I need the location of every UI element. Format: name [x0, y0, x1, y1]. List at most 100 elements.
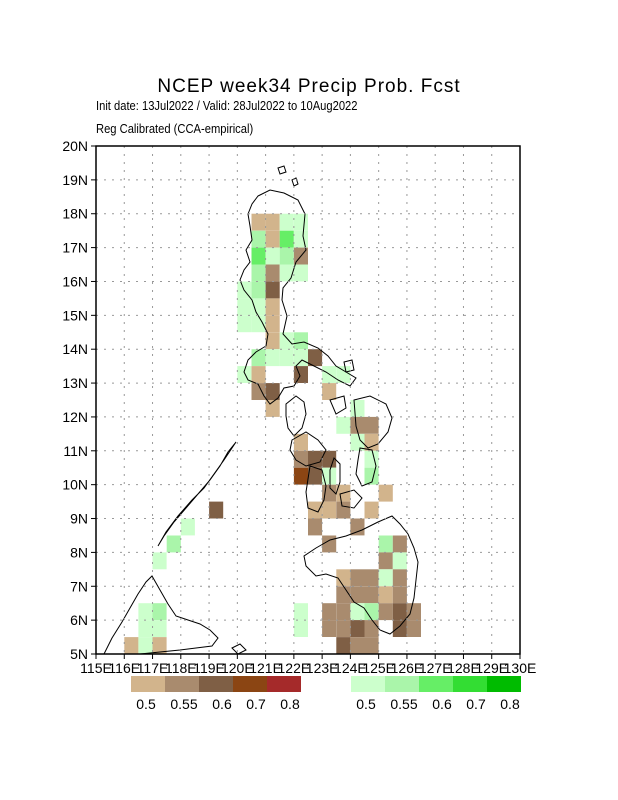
forecast-cell — [322, 467, 337, 485]
dry-legend-swatch — [233, 676, 267, 692]
forecast-cell — [293, 230, 308, 248]
longitude-labels: 115E116E117E118E119E120E121E122E123E124E… — [80, 660, 536, 676]
wet-legend-label: 0.55 — [390, 696, 417, 712]
lat-label: 19N — [62, 172, 88, 188]
lon-label: 125E — [362, 660, 395, 676]
forecast-cell — [336, 501, 351, 519]
wet-legend-swatch — [487, 676, 521, 692]
lon-label: 121E — [249, 660, 282, 676]
forecast-cell — [279, 264, 294, 282]
forecast-cell — [350, 586, 365, 604]
forecast-cell — [378, 586, 393, 604]
forecast-cell — [265, 281, 280, 299]
coastline-masbate — [329, 395, 347, 415]
forecast-cell — [138, 603, 153, 621]
forecast-cell — [392, 535, 407, 553]
plot-frame — [95, 145, 521, 655]
lon-label: 118E — [165, 660, 197, 676]
forecast-cell — [378, 552, 393, 570]
forecast-cell — [350, 416, 365, 434]
forecast-cell — [279, 247, 294, 265]
forecast-cell — [124, 637, 139, 654]
coastline-palawan — [157, 441, 237, 547]
init-valid-date: Init date: 13Jul2022 / Valid: 28Jul2022 … — [96, 98, 358, 113]
forecast-cell — [350, 637, 365, 654]
lat-label: 6N — [70, 612, 88, 628]
dry-legend-label: 0.5 — [136, 696, 156, 712]
lon-label: 119E — [193, 660, 225, 676]
forecast-cell — [364, 433, 379, 451]
dry-legend-swatch — [267, 676, 301, 692]
forecast-cell — [322, 603, 337, 621]
forecast-cell — [180, 518, 195, 536]
lat-label: 13N — [62, 375, 88, 391]
forecast-cell — [364, 620, 379, 637]
forecast-cell — [279, 349, 294, 367]
forecast-cell — [279, 213, 294, 231]
lon-label: 126E — [391, 660, 424, 676]
forecast-cell — [265, 298, 280, 316]
forecast-cell — [152, 620, 167, 637]
lat-label: 15N — [62, 307, 88, 323]
lon-label: 116E — [108, 660, 140, 676]
forecast-cell — [364, 416, 379, 434]
coastline-borneo — [103, 575, 219, 655]
forecast-cell — [392, 552, 407, 570]
forecast-cell — [237, 298, 252, 316]
forecast-cell — [265, 349, 280, 367]
lat-lon-grid — [96, 146, 520, 654]
forecast-cell — [378, 569, 393, 587]
lon-label: 128E — [447, 660, 480, 676]
forecast-cell — [265, 264, 280, 282]
coastline-samar — [353, 395, 393, 449]
coastline-negros — [305, 465, 327, 513]
forecast-cell — [350, 433, 365, 451]
coastline-mindoro — [285, 395, 307, 437]
coastline-babuyan — [277, 165, 287, 175]
wet-legend-swatch — [385, 676, 419, 692]
dry-legend-label: 0.55 — [170, 696, 197, 712]
lat-label: 14N — [62, 341, 88, 357]
forecast-cell — [293, 603, 308, 621]
lon-label: 115E — [80, 660, 112, 676]
forecast-cell — [265, 383, 280, 400]
forecast-cell — [293, 332, 308, 350]
wet-legend-swatch — [351, 676, 385, 692]
lat-label: 12N — [62, 409, 88, 425]
forecast-cell — [322, 501, 337, 519]
forecast-cell — [364, 501, 379, 519]
forecast-cell — [293, 349, 308, 367]
forecast-cell — [364, 586, 379, 604]
forecast-cell — [322, 620, 337, 637]
lon-label: 122E — [278, 660, 311, 676]
forecast-cell — [392, 586, 407, 604]
forecast-cell — [350, 569, 365, 587]
forecast-cell — [336, 603, 351, 621]
forecast-cell — [152, 552, 167, 570]
coastline-mindanao — [303, 515, 419, 635]
forecast-cell — [152, 603, 167, 621]
forecast-cell — [308, 349, 323, 367]
forecast-cell — [336, 637, 351, 654]
forecast-cell — [350, 518, 365, 536]
lat-label: 8N — [70, 544, 88, 560]
wet-legend-swatch — [453, 676, 487, 692]
wet-legend-label: 0.5 — [356, 696, 376, 712]
forecast-cell — [138, 637, 153, 654]
forecast-cell — [336, 586, 351, 604]
forecast-cell — [336, 569, 351, 587]
forecast-cell — [308, 467, 323, 485]
wet-legend-label: 0.6 — [432, 696, 452, 712]
forecast-cell — [265, 230, 280, 248]
forecast-cell — [378, 603, 393, 621]
forecast-cell — [293, 213, 308, 231]
forecast-cell — [293, 264, 308, 282]
forecast-cell — [251, 349, 266, 367]
axis-ticks — [91, 145, 521, 659]
forecast-cell — [166, 535, 181, 553]
coastline-luzon — [239, 189, 357, 405]
lon-label: 129E — [475, 660, 508, 676]
forecast-cell — [364, 603, 379, 621]
forecast-cell — [322, 535, 337, 553]
coastline-batanes — [291, 177, 299, 187]
